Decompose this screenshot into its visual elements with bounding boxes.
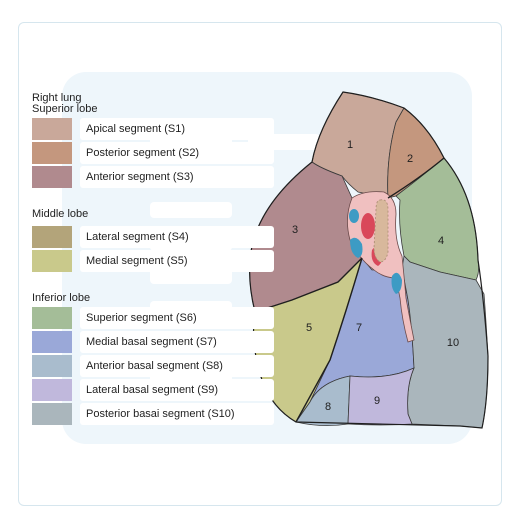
upper-fissure	[387, 157, 445, 199]
legend-swatch	[32, 331, 72, 353]
legend-swatch	[32, 250, 72, 272]
legend-label: Medial segment (S5)	[80, 250, 274, 272]
legend-item-s10: Posterior basai segment (S10)	[32, 403, 274, 427]
legend-swatch	[32, 226, 72, 248]
legend-swatch	[32, 307, 72, 329]
bronchus	[373, 199, 389, 263]
legend-label: Posterior basai segment (S10)	[80, 403, 274, 425]
segment-number-s7: 7	[356, 322, 362, 334]
segment-s9	[347, 367, 415, 426]
lung-outline	[249, 91, 489, 429]
legend-label: Posterior segment (S2)	[80, 142, 274, 164]
superior-lobe-heading: Superior lobe	[32, 103, 98, 115]
legend-label: Anterior basal segment (S8)	[80, 355, 274, 377]
legend-swatch	[32, 142, 72, 164]
legend-swatch	[32, 403, 72, 425]
legend-item-s4: Lateral segment (S4)	[32, 226, 274, 250]
legend-item-s3: Anterior segment (S3)	[32, 166, 274, 190]
legend-item-s6: Superior segment (S6)	[32, 307, 274, 331]
legend-label: Medial basal segment (S7)	[80, 331, 274, 353]
legend-item-s1: Apical segment (S1)	[32, 118, 274, 142]
legend-swatch	[32, 355, 72, 377]
legend-item-s2: Posterior segment (S2)	[32, 142, 274, 166]
legend-label: Lateral basal segment (S9)	[80, 379, 274, 401]
legend-item-s9: Lateral basal segment (S9)	[32, 379, 274, 403]
legend-label: Superior segment (S6)	[80, 307, 274, 329]
pulmonary-artery-upper	[361, 213, 375, 239]
pulmonary-vein-upper	[349, 209, 359, 223]
legend-label: Lateral segment (S4)	[80, 226, 274, 248]
pulmonary-vein-lower	[391, 272, 402, 294]
segment-number-s5: 5	[306, 322, 312, 334]
oblique-fissure	[295, 257, 363, 423]
placeholder-bar	[150, 202, 232, 218]
legend-item-s7: Medial basal segment (S7)	[32, 331, 274, 355]
legend-swatch	[32, 379, 72, 401]
placeholder-bar	[150, 268, 232, 284]
middle-lobe-heading: Middle lobe	[32, 208, 89, 220]
segment-number-s9: 9	[374, 395, 380, 407]
segment-number-s1: 1	[347, 139, 353, 151]
segment-number-s8: 8	[325, 401, 331, 413]
horizontal-fissure	[254, 257, 363, 313]
segment-number-s2: 2	[407, 153, 413, 165]
legend-label: Apical segment (S1)	[80, 118, 274, 140]
segment-number-s3: 3	[292, 224, 298, 236]
pulmonary-vein-middle	[350, 237, 363, 258]
legend-title: Right lung	[32, 92, 82, 104]
segment-number-s4: 4	[438, 235, 444, 247]
legend-item-s8: Anterior basal segment (S8)	[32, 355, 274, 379]
segment-s10	[401, 255, 489, 429]
legend-swatch	[32, 118, 72, 140]
legend-swatch	[32, 166, 72, 188]
legend-label: Anterior segment (S3)	[80, 166, 274, 188]
legend-item-s5: Medial segment (S5)	[32, 250, 274, 274]
inferior-lobe-heading: Inferior lobe	[32, 292, 91, 304]
segment-number-s10: 10	[447, 337, 459, 349]
